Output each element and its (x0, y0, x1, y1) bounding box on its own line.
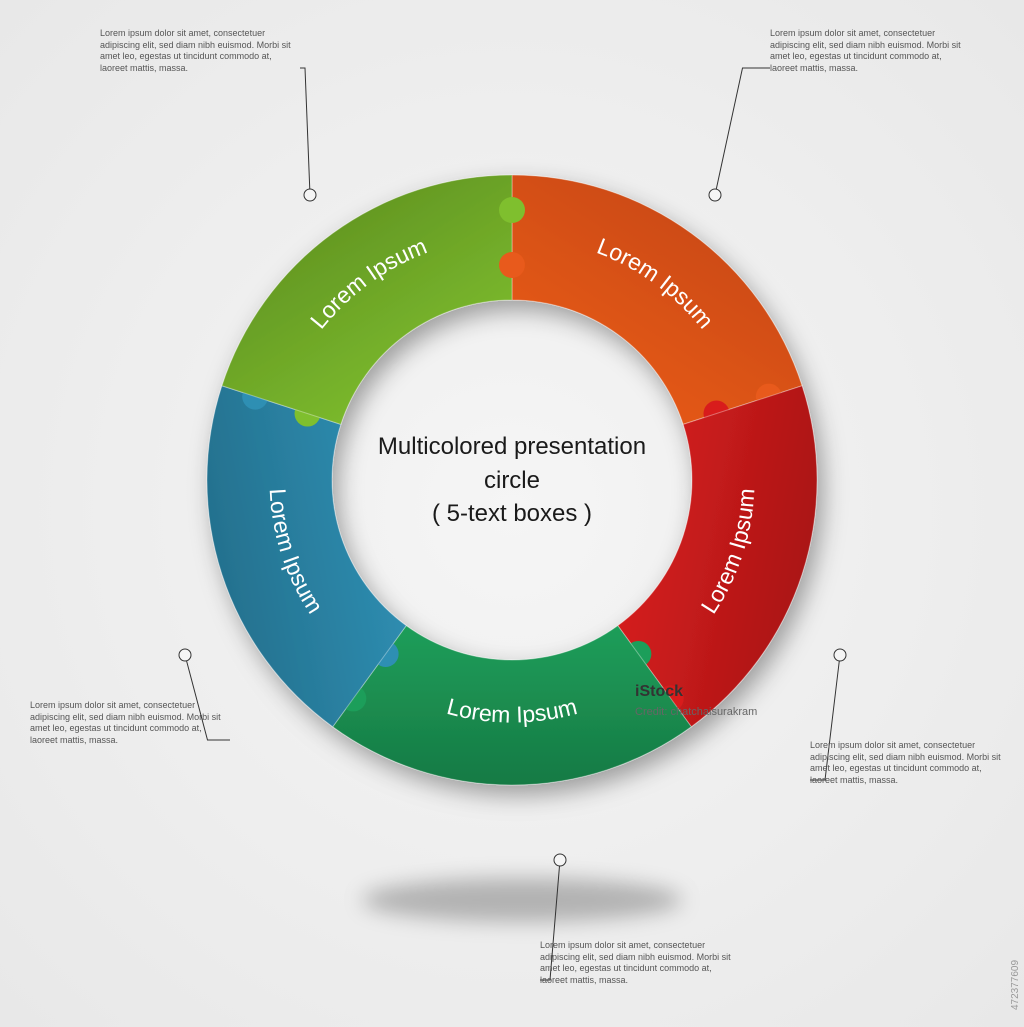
callout-text-0: Lorem ipsum dolor sit amet, consectetuer… (100, 28, 300, 75)
watermark-brand: iStock (635, 683, 683, 700)
callout-text-2: Lorem ipsum dolor sit amet, consectetuer… (810, 740, 1010, 787)
callout-dot-3 (554, 854, 566, 866)
center-title-line2: circle (362, 464, 662, 498)
segment-0 (512, 175, 802, 424)
watermark-credit-value: chatchaisurakram (670, 706, 757, 718)
callout-line-0 (300, 68, 310, 195)
puzzle-knob-outer-4 (499, 197, 525, 223)
watermark-id: 472377609 (1010, 960, 1021, 1010)
watermark: iStock Credit: chatchaisurakram (635, 680, 757, 721)
callout-dot-1 (709, 189, 721, 201)
segment-4 (222, 175, 512, 424)
center-title: Multicolored presentationcircle( 5-text … (362, 430, 662, 531)
callout-dot-2 (834, 649, 846, 661)
watermark-credit-label: Credit: (635, 706, 667, 718)
callout-text-4: Lorem ipsum dolor sit amet, consectetuer… (30, 700, 230, 747)
center-title-line3: ( 5-text boxes ) (362, 497, 662, 531)
callout-text-1: Lorem ipsum dolor sit amet, consectetuer… (770, 28, 970, 75)
callout-text-3: Lorem ipsum dolor sit amet, consectetuer… (540, 940, 740, 987)
callout-dot-0 (304, 189, 316, 201)
callout-dot-4 (179, 649, 191, 661)
puzzle-knob-inner-4 (499, 252, 525, 278)
infographic-canvas: Lorem IpsumLorem IpsumLorem IpsumLorem I… (0, 0, 1024, 1022)
center-title-line1: Multicolored presentation (362, 430, 662, 464)
callout-line-1 (715, 68, 770, 195)
